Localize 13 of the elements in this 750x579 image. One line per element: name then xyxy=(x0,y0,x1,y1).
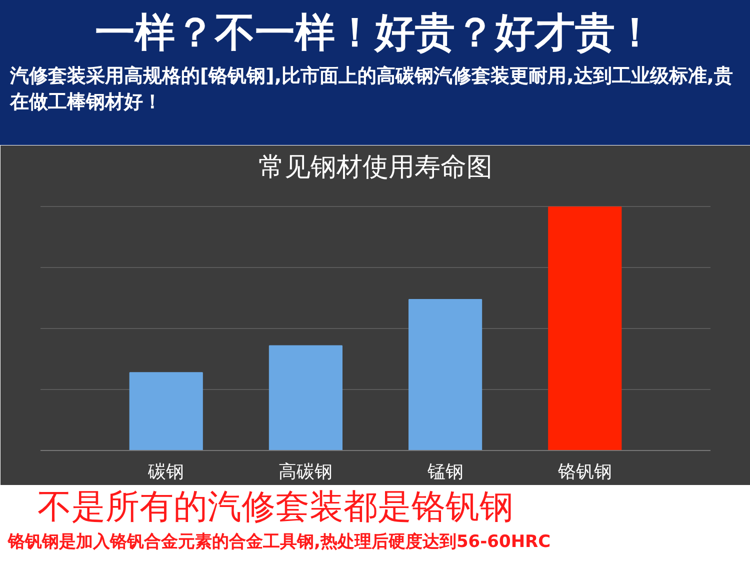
text: 一样？不一样！好贵？好才贵！ xyxy=(94,9,656,58)
x-tick-label: 铬钒钢 xyxy=(556,462,612,482)
bar xyxy=(548,206,622,450)
bar xyxy=(268,345,342,450)
x-tick-label: 高碳钢 xyxy=(278,462,333,482)
bar xyxy=(408,299,482,450)
x-tick-label: 锰钢 xyxy=(426,462,464,482)
chart-title: 常见钢材使用寿命图 xyxy=(258,152,492,182)
text: 不是所有的汽修套装都是铬钒钢 xyxy=(36,486,514,529)
text: 铬钒钢是加入铬钒合金元素的合金工具钢,热处理后硬度达到56-60HRC xyxy=(8,530,551,554)
x-tick-label: 碳钢 xyxy=(147,462,184,482)
bar xyxy=(129,372,203,450)
text: 汽修套装采用高规格的[铬钒钢],比市面上的高碳钢汽修套装更耐用,达到工业级标准,贵在做工棒钢材好！ xyxy=(10,64,734,115)
